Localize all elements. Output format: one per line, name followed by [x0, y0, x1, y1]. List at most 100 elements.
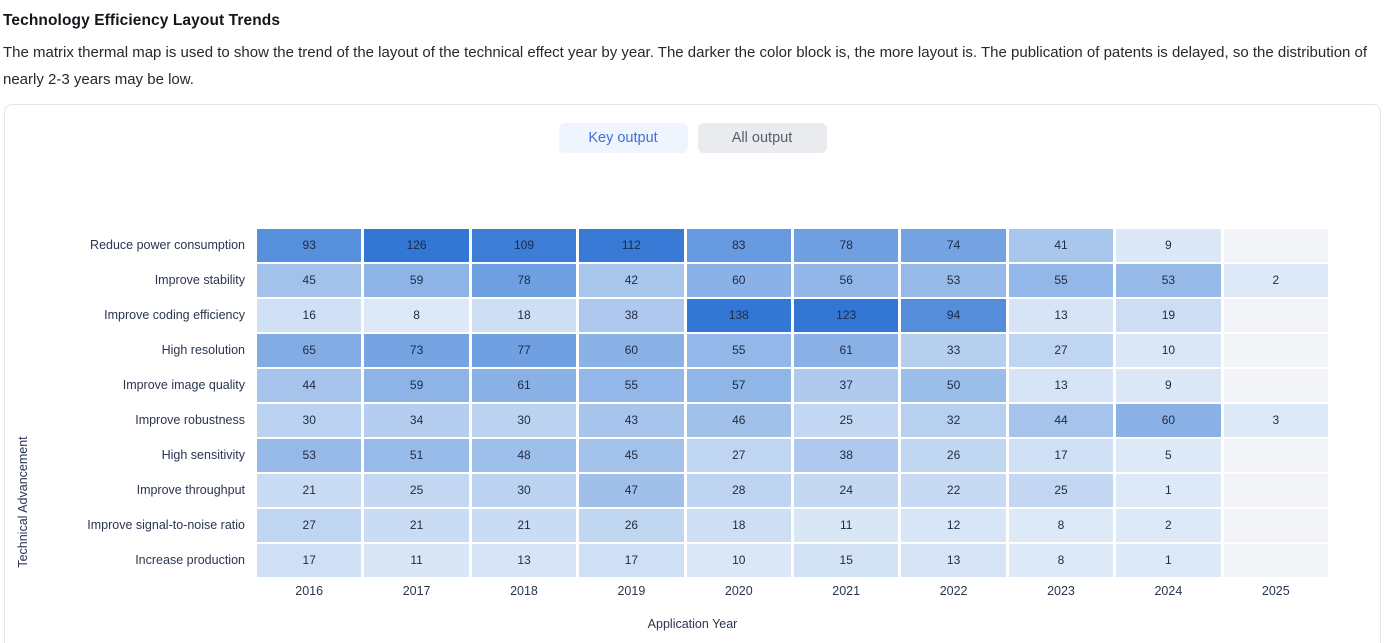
heatmap-cell[interactable]: 8 — [364, 299, 469, 332]
heatmap-cell[interactable]: 112 — [579, 229, 684, 262]
heatmap-cell[interactable]: 74 — [901, 229, 1006, 262]
heatmap-cell[interactable]: 53 — [257, 439, 362, 472]
heatmap-cell[interactable]: 46 — [686, 404, 791, 437]
heatmap-cell[interactable] — [1223, 509, 1328, 542]
heatmap-cell[interactable]: 60 — [1116, 404, 1221, 437]
heatmap-cell[interactable]: 25 — [364, 474, 469, 507]
heatmap-cell[interactable]: 24 — [794, 474, 899, 507]
heatmap-cell[interactable]: 25 — [794, 404, 899, 437]
heatmap-cell[interactable]: 73 — [364, 334, 469, 367]
heatmap-cell[interactable]: 17 — [1008, 439, 1114, 472]
heatmap-cell[interactable]: 21 — [364, 509, 469, 542]
heatmap-cell[interactable]: 21 — [471, 509, 577, 542]
heatmap-cell[interactable]: 18 — [471, 299, 577, 332]
heatmap-cell[interactable]: 56 — [794, 264, 899, 297]
heatmap-cell[interactable]: 1 — [1116, 544, 1221, 577]
heatmap-cell[interactable]: 2 — [1223, 264, 1328, 297]
heatmap-cell[interactable]: 9 — [1116, 369, 1221, 402]
heatmap-cell[interactable]: 57 — [686, 369, 791, 402]
heatmap-cell[interactable]: 27 — [257, 509, 362, 542]
heatmap-cell[interactable] — [1223, 299, 1328, 332]
heatmap-cell[interactable]: 123 — [794, 299, 899, 332]
heatmap-cell[interactable]: 17 — [257, 544, 362, 577]
heatmap-cell[interactable]: 30 — [471, 474, 577, 507]
heatmap-cell[interactable] — [1223, 544, 1328, 577]
heatmap-cell[interactable]: 26 — [579, 509, 684, 542]
heatmap-cell[interactable]: 78 — [471, 264, 577, 297]
heatmap-cell[interactable]: 18 — [686, 509, 791, 542]
heatmap-cell[interactable]: 15 — [794, 544, 899, 577]
tab-key-output[interactable]: Key output — [558, 123, 688, 153]
heatmap-cell[interactable]: 2 — [1116, 509, 1221, 542]
heatmap-cell[interactable]: 19 — [1116, 299, 1221, 332]
heatmap-cell[interactable]: 11 — [364, 544, 469, 577]
heatmap-cell[interactable]: 30 — [257, 404, 362, 437]
heatmap-cell[interactable]: 32 — [901, 404, 1006, 437]
heatmap-cell[interactable]: 13 — [901, 544, 1006, 577]
heatmap-cell[interactable]: 45 — [257, 264, 362, 297]
heatmap-cell[interactable]: 77 — [471, 334, 577, 367]
heatmap-cell[interactable]: 16 — [257, 299, 362, 332]
tab-all-output[interactable]: All output — [697, 123, 827, 153]
heatmap-cell[interactable]: 65 — [257, 334, 362, 367]
heatmap-cell[interactable] — [1223, 229, 1328, 262]
heatmap-cell[interactable]: 53 — [901, 264, 1006, 297]
heatmap-cell[interactable]: 33 — [901, 334, 1006, 367]
heatmap-cell[interactable]: 37 — [794, 369, 899, 402]
heatmap-cell[interactable]: 26 — [901, 439, 1006, 472]
heatmap-cell[interactable]: 27 — [686, 439, 791, 472]
heatmap-cell[interactable]: 55 — [1008, 264, 1114, 297]
heatmap-cell[interactable] — [1223, 439, 1328, 472]
heatmap-cell[interactable]: 50 — [901, 369, 1006, 402]
heatmap-cell[interactable]: 12 — [901, 509, 1006, 542]
heatmap-cell[interactable]: 55 — [686, 334, 791, 367]
heatmap-cell[interactable] — [1223, 474, 1328, 507]
heatmap-cell[interactable]: 22 — [901, 474, 1006, 507]
heatmap-cell[interactable]: 109 — [471, 229, 577, 262]
heatmap-cell[interactable]: 13 — [1008, 299, 1114, 332]
heatmap-cell[interactable]: 59 — [364, 369, 469, 402]
heatmap-cell[interactable]: 138 — [686, 299, 791, 332]
heatmap-cell[interactable]: 30 — [471, 404, 577, 437]
heatmap-cell[interactable]: 44 — [257, 369, 362, 402]
heatmap-cell[interactable]: 27 — [1008, 334, 1114, 367]
heatmap-cell[interactable]: 61 — [794, 334, 899, 367]
heatmap-cell[interactable]: 21 — [257, 474, 362, 507]
heatmap-cell[interactable] — [1223, 334, 1328, 367]
heatmap-cell[interactable]: 94 — [901, 299, 1006, 332]
heatmap-cell[interactable]: 53 — [1116, 264, 1221, 297]
heatmap-cell[interactable]: 78 — [794, 229, 899, 262]
heatmap-cell[interactable]: 126 — [364, 229, 469, 262]
heatmap-cell[interactable] — [1223, 369, 1328, 402]
heatmap-cell[interactable]: 61 — [471, 369, 577, 402]
heatmap-cell[interactable]: 93 — [257, 229, 362, 262]
heatmap-cell[interactable]: 60 — [579, 334, 684, 367]
heatmap-cell[interactable]: 10 — [686, 544, 791, 577]
heatmap-cell[interactable]: 34 — [364, 404, 469, 437]
heatmap-cell[interactable]: 13 — [1008, 369, 1114, 402]
heatmap-cell[interactable]: 44 — [1008, 404, 1114, 437]
heatmap-cell[interactable]: 10 — [1116, 334, 1221, 367]
heatmap-cell[interactable]: 41 — [1008, 229, 1114, 262]
heatmap-cell[interactable]: 55 — [579, 369, 684, 402]
heatmap-cell[interactable]: 42 — [579, 264, 684, 297]
heatmap-cell[interactable]: 60 — [686, 264, 791, 297]
heatmap-cell[interactable]: 59 — [364, 264, 469, 297]
heatmap-cell[interactable]: 38 — [579, 299, 684, 332]
heatmap-cell[interactable]: 5 — [1116, 439, 1221, 472]
heatmap-cell[interactable]: 83 — [686, 229, 791, 262]
heatmap-cell[interactable]: 8 — [1008, 544, 1114, 577]
heatmap-cell[interactable]: 11 — [794, 509, 899, 542]
heatmap-cell[interactable]: 38 — [794, 439, 899, 472]
heatmap-cell[interactable]: 3 — [1223, 404, 1328, 437]
heatmap-cell[interactable]: 47 — [579, 474, 684, 507]
heatmap-cell[interactable]: 17 — [579, 544, 684, 577]
heatmap-cell[interactable]: 28 — [686, 474, 791, 507]
heatmap-cell[interactable]: 51 — [364, 439, 469, 472]
heatmap-cell[interactable]: 1 — [1116, 474, 1221, 507]
heatmap-cell[interactable]: 8 — [1008, 509, 1114, 542]
heatmap-cell[interactable]: 25 — [1008, 474, 1114, 507]
heatmap-cell[interactable]: 9 — [1116, 229, 1221, 262]
heatmap-cell[interactable]: 48 — [471, 439, 577, 472]
heatmap-cell[interactable]: 13 — [471, 544, 577, 577]
